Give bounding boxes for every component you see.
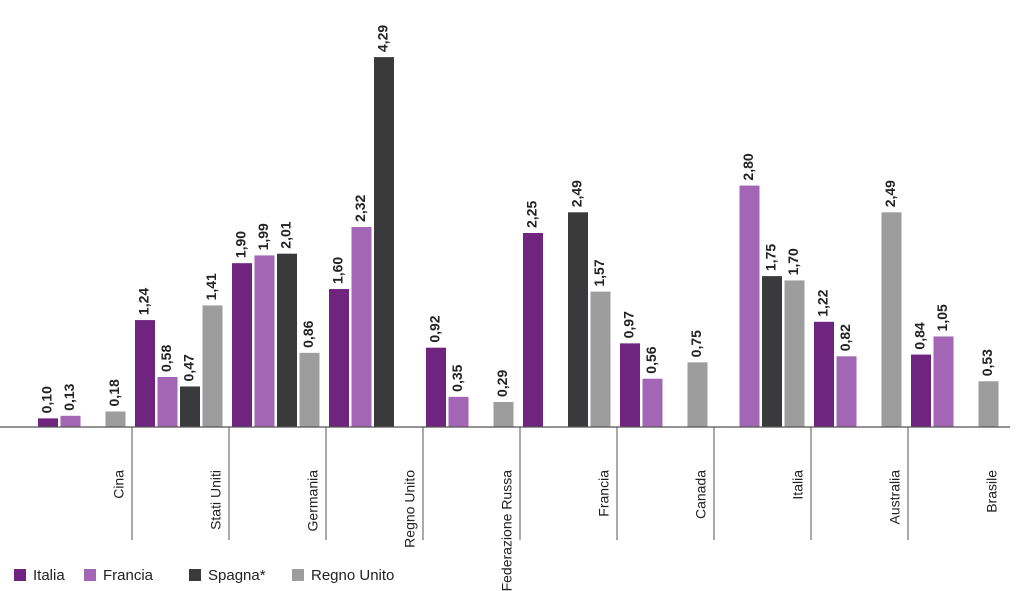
value-label: 1,99 <box>255 223 271 250</box>
value-label: 2,80 <box>740 153 756 180</box>
bar <box>739 185 760 427</box>
value-label: 0,56 <box>643 346 659 373</box>
bar <box>374 57 394 428</box>
legend-label: Spagna* <box>208 567 266 584</box>
bar <box>933 336 954 427</box>
x-tick-label: Stati Uniti <box>208 470 224 530</box>
legend-swatch <box>84 569 96 581</box>
bar <box>881 212 902 427</box>
x-tick-label: Germania <box>305 470 321 532</box>
bar <box>180 386 200 427</box>
value-label: 2,25 <box>524 201 540 228</box>
value-label: 1,24 <box>136 288 152 315</box>
legend-label: Francia <box>103 567 154 584</box>
bar <box>38 418 58 427</box>
x-tick-label: Francia <box>596 470 612 517</box>
value-label: 1,41 <box>203 273 219 300</box>
bar <box>448 396 469 427</box>
bar <box>202 305 223 427</box>
value-label: 0,86 <box>300 320 316 347</box>
value-label: 0,53 <box>979 349 995 376</box>
x-tick-label: Regno Unito <box>402 470 418 548</box>
bar <box>105 411 126 427</box>
value-label: 2,01 <box>278 221 294 248</box>
value-label: 1,05 <box>934 304 950 331</box>
value-label: 0,75 <box>688 330 704 357</box>
legend-swatch <box>14 569 26 581</box>
x-tick-label: Italia <box>790 470 806 500</box>
bar <box>814 321 834 427</box>
bar <box>568 212 588 427</box>
x-tick-label: Federazione Russa <box>499 470 515 591</box>
bar <box>590 291 611 427</box>
value-label: 0,18 <box>106 379 122 406</box>
bar <box>135 320 155 427</box>
value-label: 0,82 <box>837 324 853 351</box>
value-label: 0,58 <box>158 345 174 372</box>
bar <box>762 276 782 427</box>
bar <box>784 280 805 427</box>
bar <box>254 255 275 427</box>
bar <box>329 289 349 427</box>
value-label: 2,49 <box>882 180 898 207</box>
value-label: 1,75 <box>763 244 779 271</box>
value-label: 1,57 <box>591 259 607 286</box>
bar <box>232 263 252 427</box>
bar <box>60 415 81 427</box>
value-label: 1,90 <box>233 231 249 258</box>
bar <box>493 401 514 427</box>
bar <box>911 354 931 427</box>
value-label: 2,32 <box>352 195 368 222</box>
value-label: 1,60 <box>330 257 346 284</box>
x-tick-label: Cina <box>111 470 127 499</box>
bar <box>836 356 857 427</box>
legend-label: Regno Unito <box>311 567 394 584</box>
bar <box>642 378 663 427</box>
bar <box>157 376 178 427</box>
value-label: 2,49 <box>569 180 585 207</box>
legend-swatch <box>292 569 304 581</box>
value-label: 0,13 <box>61 383 77 410</box>
x-tick-label: Australia <box>887 470 903 525</box>
value-label: 1,70 <box>785 248 801 275</box>
value-label: 1,22 <box>815 289 831 316</box>
value-label: 0,35 <box>449 364 465 391</box>
bar <box>426 347 446 427</box>
legend-label: Italia <box>33 567 65 584</box>
value-label: 0,84 <box>912 322 928 349</box>
x-tick-label: Brasile <box>984 470 1000 513</box>
bar <box>299 352 320 427</box>
value-label: 0,92 <box>427 315 443 342</box>
value-label: 0,47 <box>181 354 197 381</box>
legend-swatch <box>189 569 201 581</box>
bar <box>687 362 708 427</box>
bar <box>523 233 543 427</box>
value-label: 0,10 <box>39 386 55 413</box>
bar <box>277 253 297 427</box>
value-label: 0,29 <box>494 370 510 397</box>
value-label: 4,29 <box>375 25 391 52</box>
bar <box>978 381 999 427</box>
bar <box>351 226 372 427</box>
x-tick-label: Canada <box>693 470 709 519</box>
value-label: 0,97 <box>621 311 637 338</box>
bar <box>620 343 640 427</box>
